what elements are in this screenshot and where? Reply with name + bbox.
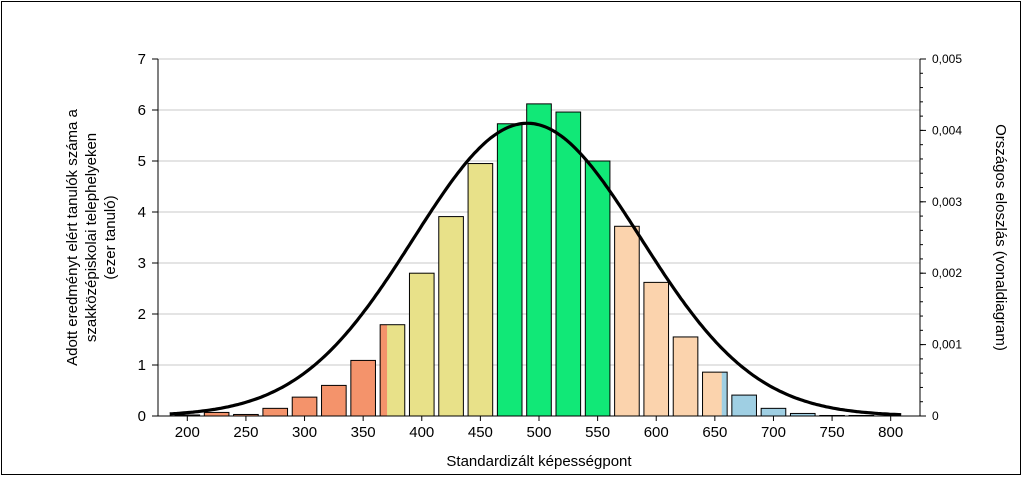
x-tick-label: 450 bbox=[468, 424, 493, 441]
x-tick-label: 300 bbox=[292, 424, 317, 441]
bar-fill bbox=[262, 408, 288, 416]
bar-fill bbox=[204, 412, 229, 416]
bar bbox=[584, 160, 611, 417]
bar bbox=[526, 103, 552, 417]
bar bbox=[555, 111, 582, 417]
bar bbox=[203, 411, 230, 417]
y-tick-label: 5 bbox=[138, 153, 146, 170]
y-tick-label: 3 bbox=[138, 255, 146, 272]
x-axis-title: Standardizált képességpont bbox=[446, 453, 632, 470]
x-tick-label: 400 bbox=[409, 424, 434, 441]
y2-tick-label: 0,004 bbox=[932, 123, 962, 137]
bar bbox=[408, 272, 435, 417]
bar-fill bbox=[673, 336, 698, 416]
y-tick-label: 0 bbox=[138, 408, 146, 425]
bar bbox=[614, 225, 640, 417]
bar-fill bbox=[174, 414, 200, 416]
bar bbox=[643, 281, 670, 417]
y-tick-label: 7 bbox=[138, 51, 146, 68]
x-tick-label: 550 bbox=[585, 424, 610, 441]
bar-fill bbox=[585, 161, 610, 416]
bar-fill bbox=[790, 413, 816, 416]
y2-tick-label: 0,001 bbox=[932, 338, 962, 352]
bar-fill bbox=[555, 112, 581, 416]
bar bbox=[672, 336, 699, 417]
bar-split bbox=[380, 324, 388, 416]
y2-tick-label: 0,003 bbox=[932, 195, 962, 209]
x-tick-label: 700 bbox=[761, 424, 786, 441]
x-tick-label: 800 bbox=[878, 424, 903, 441]
y-axis-title: Adott eredményt elért tanulók száma a sza… bbox=[64, 108, 119, 365]
x-tick-label: 500 bbox=[526, 424, 551, 441]
y2-tick-labels: 0 0,001 0,002 0,003 0,004 0,005 bbox=[920, 52, 962, 423]
bar-fill bbox=[761, 408, 786, 416]
y2-tick-label: 0,005 bbox=[932, 52, 962, 66]
bar bbox=[379, 324, 406, 417]
bar-fill bbox=[233, 414, 259, 416]
bar-fill bbox=[468, 163, 493, 416]
bar bbox=[760, 407, 787, 417]
y-tick-label: 2 bbox=[138, 306, 146, 323]
bar bbox=[496, 123, 523, 417]
bar bbox=[321, 384, 347, 417]
bar-fill bbox=[321, 385, 347, 416]
y-tick-label: 1 bbox=[138, 357, 146, 374]
bar-fill bbox=[643, 282, 669, 416]
bar bbox=[350, 359, 376, 417]
x-tick-label: 200 bbox=[175, 424, 200, 441]
distribution-curve bbox=[169, 121, 902, 417]
bar bbox=[291, 396, 318, 417]
x-tick-label: 350 bbox=[351, 424, 376, 441]
x-tick-label: 750 bbox=[820, 424, 845, 441]
bar-fill bbox=[292, 397, 317, 416]
bar-fill bbox=[409, 273, 435, 416]
y2-tick-label: 0 bbox=[932, 409, 939, 423]
bars bbox=[174, 103, 875, 417]
y2-tick-label: 0,002 bbox=[932, 266, 962, 280]
bar bbox=[438, 216, 464, 417]
bar-fill bbox=[497, 123, 523, 417]
y-tick-label: 6 bbox=[138, 102, 146, 119]
bar bbox=[731, 394, 757, 417]
bar-fill bbox=[438, 216, 464, 416]
x-tick-label: 250 bbox=[233, 424, 258, 441]
bar-fill bbox=[526, 103, 552, 416]
y-tick-labels: 0 1 2 3 4 5 6 7 bbox=[138, 51, 158, 425]
y2-axis-title: Országos eloszlás (vonaldiagram) bbox=[992, 124, 1009, 351]
bar bbox=[467, 163, 494, 417]
bar bbox=[702, 371, 728, 417]
x-tick-label: 650 bbox=[702, 424, 727, 441]
bar-fill bbox=[614, 226, 640, 416]
y-axis-title-line: szakközépiskolai telephelyeken bbox=[83, 133, 100, 342]
x-tick-labels: 200 250 300 350 400 450 500 550 600 650 700 750 800 bbox=[175, 416, 903, 441]
bar-split bbox=[721, 372, 728, 416]
bar-fill bbox=[350, 360, 376, 416]
bar-fill bbox=[731, 395, 757, 416]
bar bbox=[262, 407, 289, 417]
x-tick-label: 600 bbox=[644, 424, 669, 441]
y-axis-title-line: (ezer tanuló) bbox=[102, 195, 119, 279]
y-tick-label: 4 bbox=[138, 204, 146, 221]
y-axis-title-line: Adott eredményt elért tanulók száma a bbox=[64, 108, 81, 365]
